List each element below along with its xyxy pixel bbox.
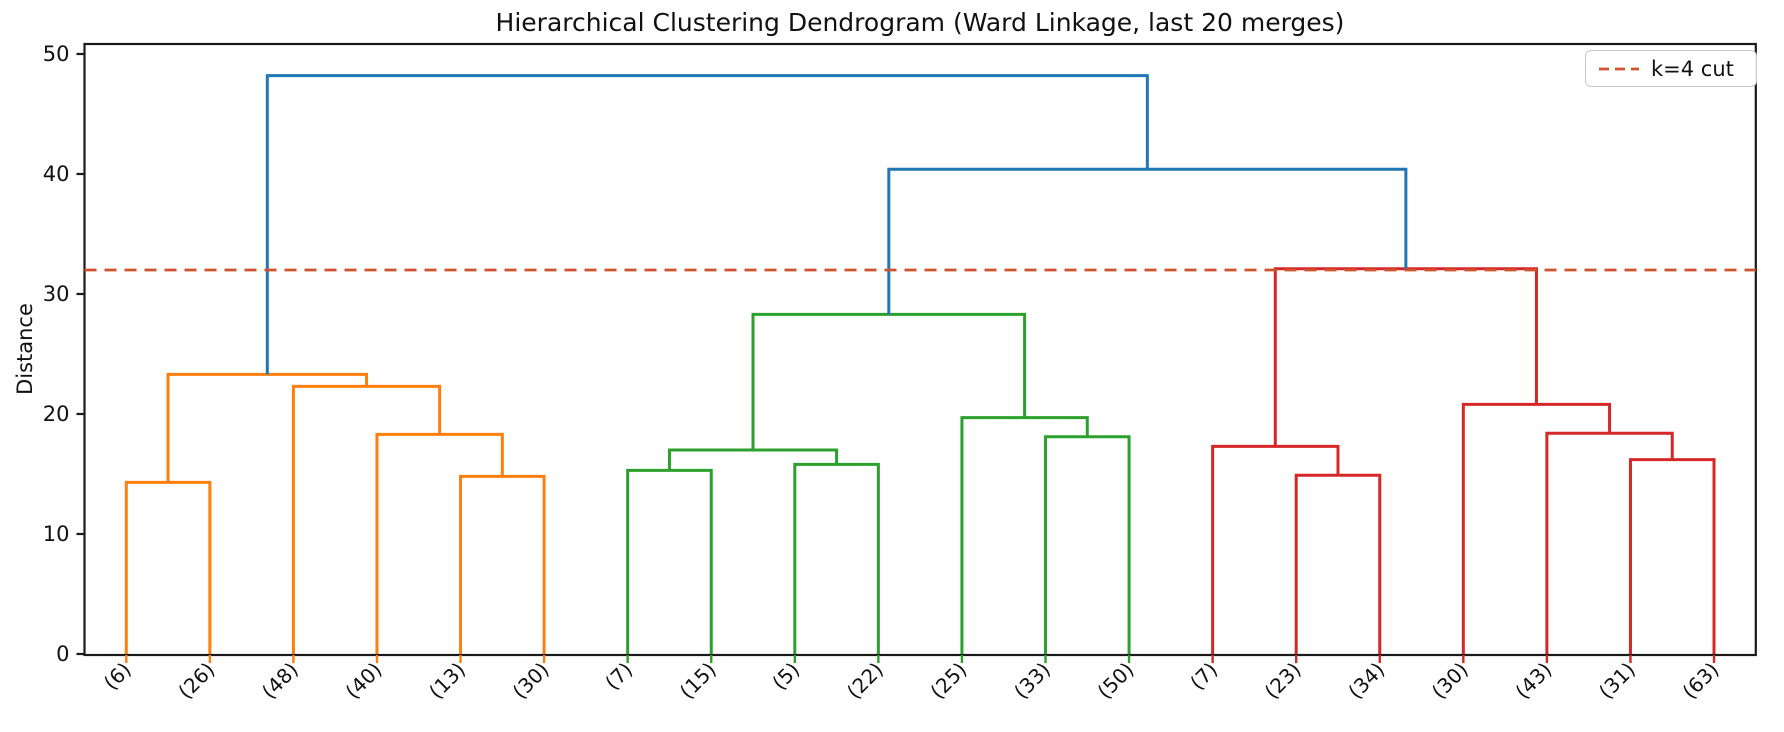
dendrogram-link-red (1628, 458, 1716, 654)
y-tick-label: 20 (43, 402, 70, 426)
y-tick-label: 40 (43, 162, 70, 186)
legend: k=4 cut (1585, 50, 1757, 87)
leaf-label: (43) (1510, 658, 1556, 704)
leaf-label: (22) (842, 658, 888, 704)
leaf-label: (63) (1678, 658, 1724, 704)
dendrogram-link-red (1273, 267, 1538, 447)
leaf-label: (50) (1093, 658, 1139, 704)
dendrogram-link-green (793, 462, 880, 654)
dendrogram-link-green (1044, 435, 1131, 654)
y-tick-label: 10 (43, 522, 70, 546)
leaf-label: (23) (1260, 658, 1306, 704)
dendrogram-link-orange (459, 474, 546, 654)
dendrogram-link-green (751, 312, 1027, 450)
dendrogram-link-green (667, 448, 839, 471)
plot-frame (83, 42, 1757, 657)
leaf-label: (48) (257, 658, 303, 704)
leaf-label: (26) (173, 658, 219, 704)
leaf-label: (25) (925, 658, 971, 704)
dendrogram-link-orange (124, 480, 212, 654)
chart-title: Hierarchical Clustering Dendrogram (Ward… (495, 8, 1345, 37)
leaf-label: (40) (341, 658, 387, 704)
dendrogram-link-orange (375, 432, 504, 654)
dendrogram-link-red (1461, 402, 1612, 654)
leaf-label: (13) (424, 658, 470, 704)
leaf-label: (7) (600, 658, 637, 695)
legend-dashed-line-icon (1599, 67, 1639, 70)
leaf-label: (34) (1343, 658, 1389, 704)
leaf-label: (30) (508, 658, 554, 704)
leaf-label: (15) (675, 658, 721, 704)
dendrogram-link-orange (166, 372, 369, 483)
dendrogram-link-red (1545, 431, 1674, 654)
dendrogram-link-green (960, 416, 1089, 654)
dendrogram-link-green (626, 468, 713, 654)
dendrogram-link-red (1211, 444, 1340, 654)
dendrogram-link-red (1294, 473, 1382, 654)
dendrogram-link-blue (887, 167, 1408, 315)
dendrogram-link-blue (265, 74, 1149, 375)
leaf-label: (30) (1427, 658, 1473, 704)
dendrogram-link-orange (291, 384, 442, 654)
y-tick-label: 50 (43, 42, 70, 66)
leaf-label: (5) (767, 658, 804, 695)
leaf-label: (6) (99, 658, 136, 695)
legend-label: k=4 cut (1651, 56, 1734, 81)
leaf-label: (33) (1009, 658, 1055, 704)
leaf-label: (7) (1185, 658, 1222, 695)
y-tick-label: 30 (43, 282, 70, 306)
leaf-label: (31) (1594, 658, 1640, 704)
y-tick-label: 0 (56, 642, 69, 666)
